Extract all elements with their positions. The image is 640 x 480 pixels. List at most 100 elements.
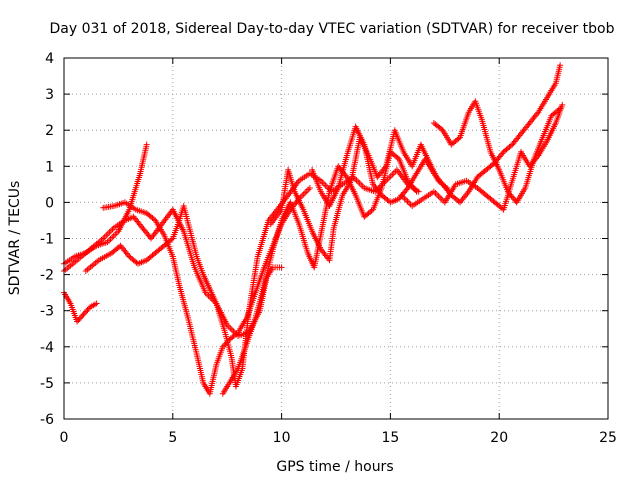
x-tick-label: 15	[381, 430, 399, 446]
data-marker-run	[361, 207, 375, 220]
data-marker-run	[339, 179, 354, 199]
data-marker-run	[370, 181, 384, 197]
data-marker-run	[267, 208, 284, 228]
data-marker-run	[232, 367, 245, 390]
data-marker-run	[335, 154, 350, 191]
data-marker-run	[539, 114, 554, 141]
data-marker	[93, 300, 100, 307]
y-tick-label: -2	[40, 268, 54, 284]
data-marker-run	[526, 154, 541, 170]
data-marker-run	[544, 121, 558, 144]
data-marker-run	[287, 199, 302, 226]
data-marker-run	[252, 284, 267, 321]
data-marker	[557, 62, 564, 69]
data-marker-run	[448, 135, 462, 148]
data-marker-run	[526, 110, 541, 126]
data-marker-run	[169, 219, 182, 242]
data-marker-run	[457, 111, 472, 141]
data-marker-run	[161, 236, 175, 249]
data-marker-run	[87, 236, 105, 253]
data-marker-run	[246, 255, 261, 314]
data-marker-run	[169, 253, 182, 287]
y-tick-label: 4	[45, 51, 54, 67]
data-marker-run	[252, 266, 267, 296]
data-marker-run	[326, 186, 341, 209]
data-marker-run	[176, 282, 191, 319]
data-marker	[278, 264, 285, 271]
data-marker-run	[491, 199, 506, 212]
data-marker-run	[439, 127, 454, 146]
data-marker-run	[130, 213, 145, 230]
data-marker-run	[378, 192, 392, 205]
data-marker-run	[544, 82, 558, 101]
y-tick-label: -5	[40, 376, 54, 392]
tick-labels: 0 5 10 15 20 25 -6 -5 -4 -3 -2 -1 0 1 2 3 4	[40, 51, 617, 446]
data-marker-run	[326, 165, 341, 195]
data-marker-run	[330, 194, 345, 231]
x-axis-label: GPS time / hours	[276, 459, 393, 475]
data-marker-run	[132, 206, 148, 216]
data-marker-run	[235, 342, 250, 372]
data-marker-run	[409, 197, 425, 209]
y-tick-label: -3	[40, 304, 54, 320]
data-marker-run	[300, 206, 315, 233]
data-marker-run	[487, 148, 502, 172]
data-marker-run	[309, 166, 323, 193]
data-marker-run	[552, 103, 565, 126]
data-marker-run	[152, 217, 166, 237]
y-tick-label: 0	[45, 195, 54, 211]
data-marker-run	[361, 185, 377, 194]
data-marker-run	[193, 253, 206, 276]
data-marker-run	[552, 64, 563, 87]
data-marker-run	[296, 171, 312, 184]
data-marker-run	[261, 248, 276, 289]
data-marker-run	[80, 305, 92, 318]
data-marker-run	[296, 221, 311, 254]
data-marker-run	[535, 139, 549, 159]
data-marker-run	[254, 219, 271, 260]
data-marker-run	[213, 300, 228, 334]
x-tick-label: 10	[273, 430, 291, 446]
data-marker	[306, 184, 313, 191]
data-marker-run	[191, 264, 208, 294]
data-marker-run	[422, 156, 436, 175]
data-marker-run	[483, 160, 497, 173]
data-marker-run	[483, 192, 497, 205]
data-marker-run	[396, 156, 410, 182]
data-marker-run	[104, 229, 120, 246]
data-marker-run	[317, 246, 332, 262]
data-series	[61, 62, 566, 397]
data-marker-run	[535, 96, 549, 116]
data-marker-run	[117, 242, 131, 258]
data-marker-run	[309, 228, 323, 251]
data-marker-run	[193, 351, 206, 384]
data-marker-run	[463, 177, 479, 190]
data-marker-run	[219, 381, 232, 397]
data-marker-run	[326, 226, 337, 264]
data-marker-run	[391, 127, 406, 153]
series-arc-2	[61, 141, 150, 267]
data-marker-run	[67, 300, 80, 323]
data-marker-run	[180, 203, 193, 233]
data-marker-run	[206, 363, 219, 397]
data-marker-run	[352, 123, 367, 146]
data-marker-run	[187, 228, 200, 258]
data-marker-run	[409, 143, 424, 170]
y-tick-label: 2	[45, 123, 54, 139]
data-marker-run	[111, 200, 127, 209]
data-marker-run	[135, 257, 148, 267]
data-marker-run	[474, 168, 488, 181]
data-marker-run	[387, 196, 401, 206]
data-marker-run	[152, 243, 166, 256]
data-marker-run	[500, 142, 514, 155]
data-marker-run	[213, 345, 226, 368]
data-marker-run	[226, 330, 240, 343]
data-marker-run	[143, 210, 157, 223]
y-tick-label: -1	[40, 232, 54, 248]
data-marker-run	[143, 251, 157, 264]
axis-ticks	[63, 57, 609, 420]
data-marker-run	[430, 170, 445, 186]
data-marker-run	[374, 164, 388, 181]
data-marker	[559, 101, 566, 108]
